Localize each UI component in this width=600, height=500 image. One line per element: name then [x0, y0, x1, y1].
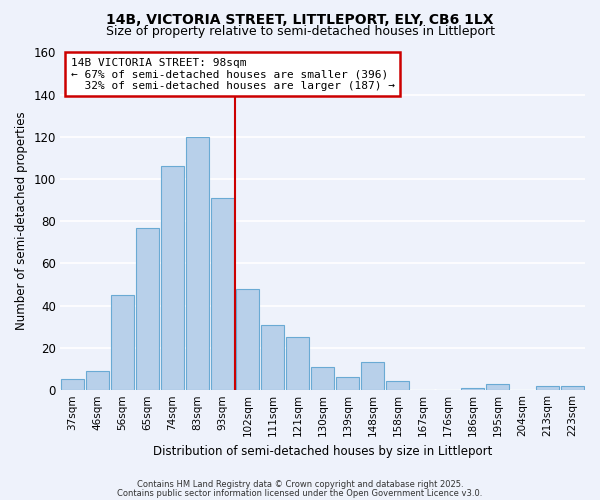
Bar: [336, 377, 359, 390]
Bar: [386, 382, 409, 390]
Bar: [561, 386, 584, 390]
Bar: [361, 362, 384, 390]
Bar: [61, 380, 84, 390]
Bar: [136, 228, 159, 390]
Text: Contains HM Land Registry data © Crown copyright and database right 2025.: Contains HM Land Registry data © Crown c…: [137, 480, 463, 489]
Bar: [536, 386, 559, 390]
Bar: [486, 384, 509, 390]
Text: Size of property relative to semi-detached houses in Littleport: Size of property relative to semi-detach…: [106, 25, 494, 38]
Bar: [236, 288, 259, 390]
Bar: [187, 137, 209, 390]
Bar: [311, 366, 334, 390]
Text: 14B VICTORIA STREET: 98sqm
← 67% of semi-detached houses are smaller (396)
  32%: 14B VICTORIA STREET: 98sqm ← 67% of semi…: [71, 58, 395, 91]
X-axis label: Distribution of semi-detached houses by size in Littleport: Distribution of semi-detached houses by …: [153, 444, 492, 458]
Bar: [211, 198, 234, 390]
Bar: [112, 295, 134, 390]
Text: Contains public sector information licensed under the Open Government Licence v3: Contains public sector information licen…: [118, 488, 482, 498]
Bar: [461, 388, 484, 390]
Bar: [286, 337, 309, 390]
Bar: [86, 371, 109, 390]
Text: 14B, VICTORIA STREET, LITTLEPORT, ELY, CB6 1LX: 14B, VICTORIA STREET, LITTLEPORT, ELY, C…: [106, 12, 494, 26]
Bar: [262, 324, 284, 390]
Y-axis label: Number of semi-detached properties: Number of semi-detached properties: [15, 112, 28, 330]
Bar: [161, 166, 184, 390]
